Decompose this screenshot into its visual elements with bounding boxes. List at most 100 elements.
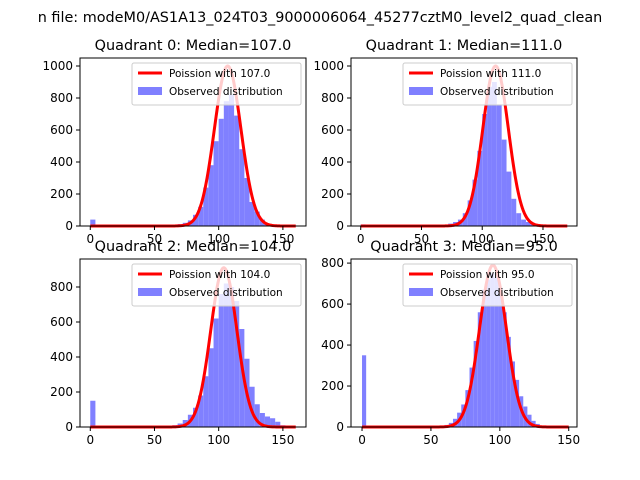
x-tick-label: 150 <box>532 232 555 246</box>
legend-bar-swatch <box>409 288 433 296</box>
histogram-bar <box>203 187 209 226</box>
histogram-bar <box>234 115 240 226</box>
y-tick-label: 1000 <box>313 59 344 73</box>
histogram-bar <box>213 318 219 427</box>
subplot-quadrant-2: 0 50 100 150 0 200 400 600 800 Quadrant 2: Median… <box>50 239 307 447</box>
histogram-bar <box>525 222 531 226</box>
y-tick-label: 0 <box>336 219 344 233</box>
histogram-bar <box>213 141 219 226</box>
y-tick-label: 600 <box>321 297 344 311</box>
x-tick-label: 150 <box>271 232 294 246</box>
y-tick-label: 200 <box>321 379 344 393</box>
histogram-bar <box>239 149 245 226</box>
histogram-bar <box>249 386 255 427</box>
y-tick-label: 200 <box>50 385 73 399</box>
histogram-bar <box>491 82 497 226</box>
histogram-bar <box>275 421 281 427</box>
legend-label-poisson: Poission with 95.0 <box>440 269 535 281</box>
histogram-bar <box>502 312 507 427</box>
histogram-bar <box>467 200 473 226</box>
y-tick-label: 800 <box>321 91 344 105</box>
histogram-bar <box>254 404 260 427</box>
histogram-bar <box>218 294 224 427</box>
legend-label-poisson: Poission with 104.0 <box>169 269 270 281</box>
histogram-bar <box>494 277 499 427</box>
y-tick-label: 0 <box>65 219 73 233</box>
histogram-bar <box>469 367 474 427</box>
x-tick-label: 0 <box>86 433 94 447</box>
subplot-title: Quadrant 2: Median=104.0 <box>95 239 292 255</box>
y-tick-label: 400 <box>321 338 344 352</box>
x-tick-label: 100 <box>207 232 230 246</box>
histogram-bar <box>501 139 507 226</box>
histogram-bar <box>264 416 271 427</box>
legend: Poission with 95.0 Observed distribution <box>402 263 573 307</box>
histogram-bar <box>90 219 96 226</box>
y-tick-label: 1000 <box>42 59 73 73</box>
legend: Poission with 111.0 Observed distribution <box>402 62 573 106</box>
legend-box <box>131 263 302 307</box>
x-tick-label: 0 <box>86 232 94 246</box>
y-tick-label: 400 <box>50 155 73 169</box>
axes-frame <box>79 57 307 227</box>
x-tick-label: 50 <box>423 433 438 447</box>
histogram-bar <box>462 213 468 226</box>
histogram-bar <box>259 219 265 226</box>
subplot-quadrant-0: 0 50 100 150 0 200 400 600 800 1000 Quadrant 0: Me… <box>42 38 307 246</box>
y-tick-label: 400 <box>50 350 73 364</box>
histogram-bar <box>473 340 478 427</box>
legend-box <box>131 62 302 106</box>
histogram-bar <box>516 213 522 226</box>
histogram-bar <box>506 171 512 226</box>
x-tick-label: 0 <box>358 433 366 447</box>
legend-label-observed: Observed distribution <box>169 287 283 299</box>
x-tick-label: 100 <box>488 433 511 447</box>
y-tick-label: 800 <box>50 91 73 105</box>
legend-bar-swatch <box>138 87 162 95</box>
histogram-bar <box>193 214 199 226</box>
histogram-bar <box>521 219 526 226</box>
legend-bar-swatch <box>409 87 433 95</box>
legend-label-observed: Observed distribution <box>440 86 554 98</box>
histogram-bar <box>198 206 204 226</box>
x-tick-label: 100 <box>471 232 494 246</box>
axes-frame <box>79 258 307 428</box>
histogram-bar <box>477 312 482 427</box>
legend-label-poisson: Poission with 111.0 <box>440 68 541 80</box>
histogram-bar <box>254 211 260 226</box>
legend-bar-swatch <box>138 288 162 296</box>
legend-label-observed: Observed distribution <box>440 287 554 299</box>
legend: Poission with 104.0 Observed distribution <box>131 263 302 307</box>
histogram-bar <box>514 379 520 427</box>
figure-suptitle: n file: modeM0/AS1A13_024T03_9000006064_… <box>38 10 603 26</box>
histogram-bar <box>234 301 240 427</box>
histogram-bar <box>223 283 229 427</box>
histogram-bar <box>203 376 209 427</box>
histogram-bar <box>498 287 503 427</box>
histogram-bar <box>198 395 204 427</box>
x-tick-label: 150 <box>271 433 294 447</box>
histogram-bar <box>249 202 255 226</box>
y-tick-label: 800 <box>321 256 344 270</box>
subplot-title: Quadrant 1: Median=111.0 <box>366 38 563 54</box>
y-tick-label: 0 <box>65 420 73 434</box>
axes-frame <box>350 57 578 227</box>
histogram-bar <box>481 289 487 427</box>
histogram-bar <box>472 179 478 226</box>
histogram-bar <box>486 279 491 427</box>
subplot-quadrant-3: 0 50 100 150 0 200 400 600 800 Quadrant 3: Median… <box>321 239 580 447</box>
histogram-bar <box>511 198 517 226</box>
histogram-bar <box>90 400 96 427</box>
histogram-bar <box>208 348 214 427</box>
axes-frame <box>350 258 578 428</box>
y-tick-label: 200 <box>321 187 344 201</box>
x-tick-label: 0 <box>357 232 365 246</box>
y-tick-label: 600 <box>50 315 73 329</box>
histogram-bar <box>223 101 229 226</box>
legend: Poission with 107.0 Observed distribution <box>131 62 302 106</box>
x-tick-label: 100 <box>207 433 230 447</box>
histogram-bar <box>218 118 224 226</box>
y-tick-label: 400 <box>321 155 344 169</box>
histogram-bar <box>496 104 502 226</box>
